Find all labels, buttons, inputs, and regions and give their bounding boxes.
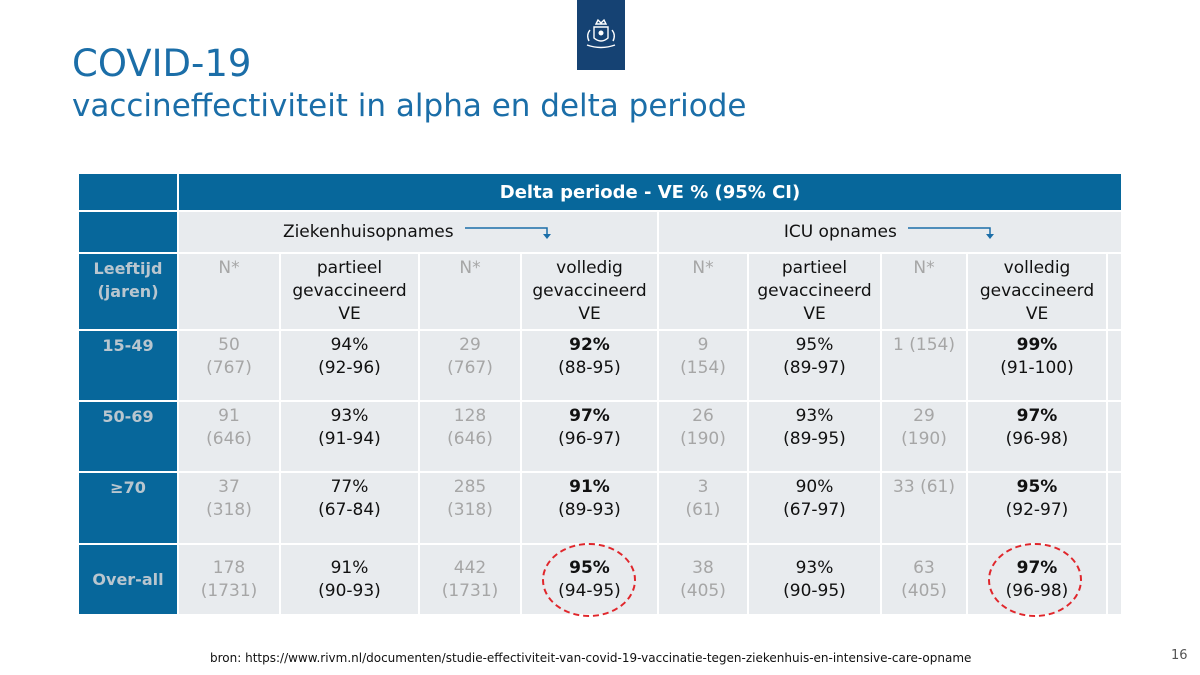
ve-cell: 99% (91-100) — [966, 329, 1108, 402]
government-logo — [577, 0, 625, 70]
n-cell: 1 (154) — [880, 329, 968, 402]
filler-cell — [1105, 543, 1124, 616]
page-title: COVID-19 — [72, 42, 252, 85]
header-corner — [77, 172, 179, 212]
partial-header: partieel gevaccineerd VE — [747, 252, 882, 331]
n-cell: 285 (318) — [418, 471, 522, 545]
table-row: ≥70 37 (318) 77% (67-84) 285 (318) 91% (89-9… — [77, 471, 1124, 545]
group-hospital-label: Ziekenhuisopnames — [282, 221, 454, 242]
ve-cell: 90% (67-97) — [747, 471, 882, 545]
table-header: Delta periode - VE % (95% CI) — [176, 172, 1124, 212]
n-cell: 9 (154) — [657, 329, 749, 402]
n-header: N* — [880, 252, 968, 331]
full-header: volledig gevaccineerd VE — [966, 252, 1108, 331]
group-hospital: Ziekenhuisopnames — [177, 210, 659, 254]
table-row: 15-49 50 (767) 94% (92-96) 29 (767) 92% (88-… — [77, 329, 1124, 402]
ve-cell: 95% (89-97) — [747, 329, 882, 402]
coat-of-arms-icon — [586, 18, 616, 49]
age-label: 50-69 — [77, 400, 179, 473]
group-corner — [77, 210, 179, 254]
n-cell: 29 (190) — [880, 400, 968, 473]
n-cell: 442 (1731) — [418, 543, 522, 616]
ve-cell: 97% (96-98) — [966, 543, 1108, 616]
n-cell: 29 (767) — [418, 329, 522, 402]
page-subtitle: vaccineffectiviteit in alpha en delta pe… — [72, 88, 747, 124]
partial-header: partieel gevaccineerd VE — [279, 252, 420, 331]
ve-cell: 93% (91-94) — [279, 400, 420, 473]
n-header: N* — [177, 252, 281, 331]
ve-cell: 94% (92-96) — [279, 329, 420, 402]
ve-cell: 93% (89-95) — [747, 400, 882, 473]
table-row: Over-all 178 (1731) 91% (90-93) 442 (1731) … — [77, 543, 1124, 616]
age-label: Over-all — [77, 543, 179, 616]
age-label: 15-49 — [77, 329, 179, 402]
n-cell: 91 (646) — [177, 400, 281, 473]
ve-cell: 92% (88-95) — [520, 329, 659, 402]
n-cell: 128 (646) — [418, 400, 522, 473]
n-cell: 50 (767) — [177, 329, 281, 402]
group-icu: ICU opnames — [656, 210, 1124, 254]
full-header: volledig gevaccineerd VE — [520, 252, 659, 331]
ve-cell: 91% (90-93) — [279, 543, 420, 616]
table-row: 50-69 91 (646) 93% (91-94) 128 (646) 97% (96… — [77, 400, 1124, 473]
n-header: N* — [657, 252, 749, 331]
filler-cell — [1105, 400, 1124, 473]
n-cell: 37 (318) — [177, 471, 281, 545]
age-column-header: Leeftijd (jaren) — [77, 252, 179, 331]
ve-cell: 95% (94-95) — [520, 543, 659, 616]
n-header: N* — [418, 252, 522, 331]
filler-cell — [1105, 329, 1124, 402]
n-cell: 26 (190) — [657, 400, 749, 473]
ve-cell: 97% (96-97) — [520, 400, 659, 473]
ve-cell: 95% (92-97) — [966, 471, 1108, 545]
n-cell: 178 (1731) — [177, 543, 281, 616]
ve-cell: 93% (90-95) — [747, 543, 882, 616]
filler-cell — [1105, 252, 1124, 331]
group-icu-label: ICU opnames — [783, 221, 897, 242]
n-cell: 3 (61) — [657, 471, 749, 545]
source-citation: bron: https://www.rivm.nl/documenten/stu… — [210, 651, 972, 665]
n-cell: 63 (405) — [880, 543, 968, 616]
ve-table: Delta periode - VE % (95% CI) Ziekenhuis… — [77, 172, 1124, 616]
filler-cell — [1105, 471, 1124, 545]
ve-cell: 91% (89-93) — [520, 471, 659, 545]
arrow-down-right-icon — [465, 226, 552, 239]
n-cell: 38 (405) — [657, 543, 749, 616]
arrow-down-right-icon — [908, 226, 995, 239]
ve-cell: 97% (96-98) — [966, 400, 1108, 473]
page-number: 16 — [1171, 648, 1188, 663]
ve-cell: 77% (67-84) — [279, 471, 420, 545]
n-cell: 33 (61) — [880, 471, 968, 545]
age-label: ≥70 — [77, 471, 179, 545]
